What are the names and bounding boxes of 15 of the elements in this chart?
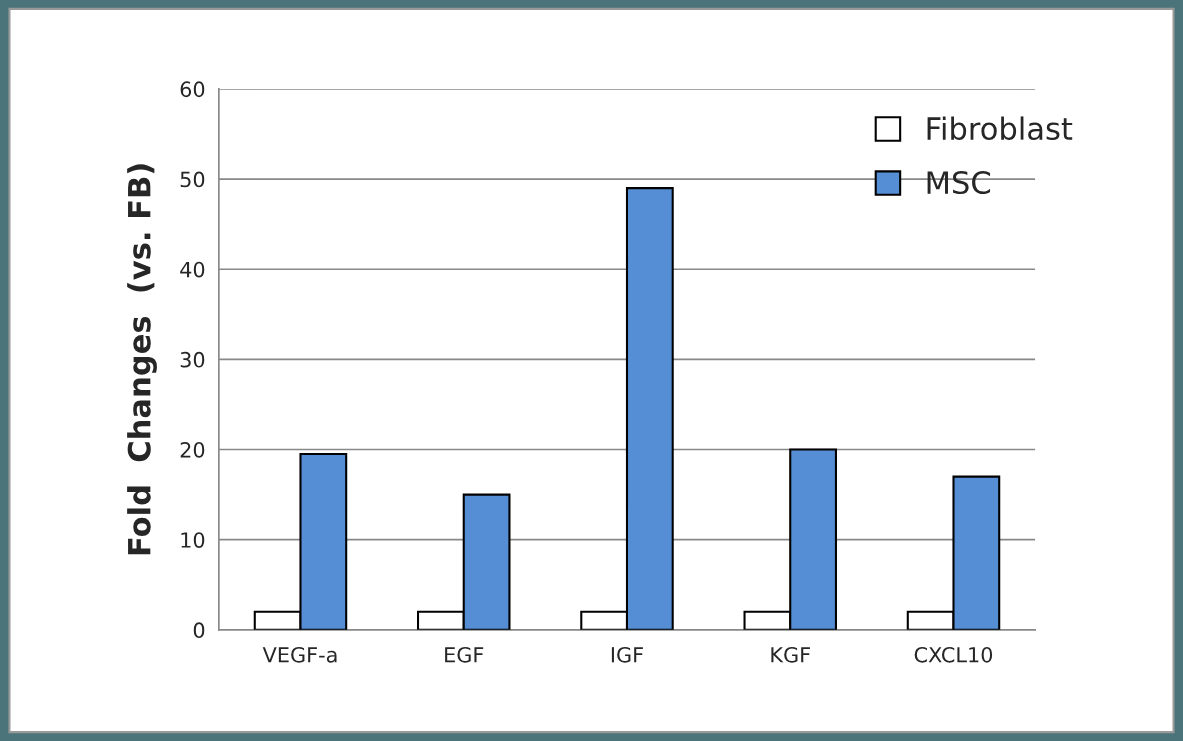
legend-label: MSC	[927, 170, 991, 195]
y-tick-label: 40	[180, 261, 205, 278]
y-axis-title: Fold Changes (vs. FB)	[127, 164, 157, 555]
x-tick-label: KGF	[771, 646, 810, 663]
y-tick-label: 10	[181, 532, 205, 548]
y-tick-label: 50	[180, 171, 205, 188]
y-tick-label: 30	[180, 351, 205, 368]
legend-label: Fibroblast	[927, 116, 1073, 141]
y-tick-label: 0	[193, 622, 205, 639]
y-tick-label: 60	[180, 81, 205, 98]
x-tick-label: IGF	[611, 646, 643, 663]
x-tick-label: VEGF-a	[262, 646, 337, 663]
x-tick-label: CXCL10	[914, 646, 993, 663]
x-tick-label: EGF	[445, 646, 484, 663]
y-tick-label: 20	[180, 441, 205, 458]
